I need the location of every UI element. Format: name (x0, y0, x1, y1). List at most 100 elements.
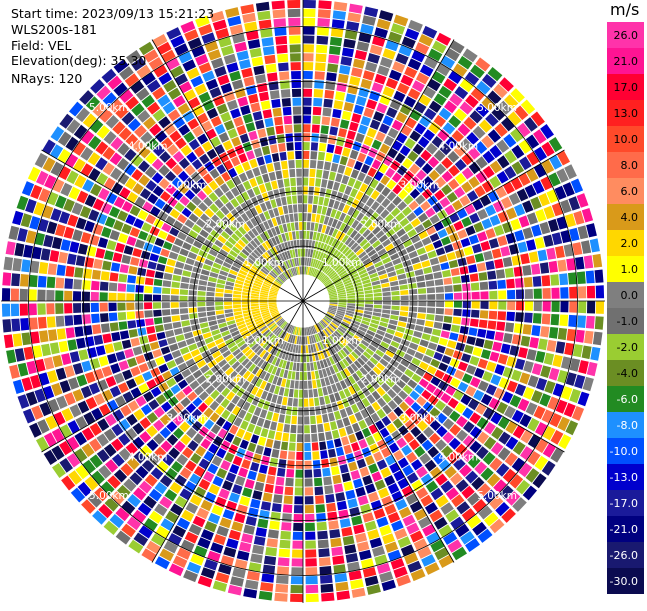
gate-cell (303, 44, 314, 53)
gate-cell (423, 108, 437, 121)
gate-cell (319, 134, 328, 143)
gate-cell (234, 164, 244, 175)
gate-cell (448, 259, 459, 269)
gate-cell (91, 269, 101, 280)
gate-cell (65, 153, 79, 168)
gate-cell (393, 395, 403, 406)
gate-cell (316, 415, 323, 424)
gate-cell (224, 305, 233, 310)
gate-cell (115, 351, 126, 362)
gate-cell (250, 434, 260, 444)
gate-cell (292, 97, 302, 106)
gate-cell (253, 425, 262, 436)
gate-cell (118, 360, 129, 371)
gate-cell (222, 140, 233, 151)
gate-cell (564, 213, 576, 228)
gate-cell (158, 178, 170, 190)
gate-cell (278, 414, 285, 423)
gate-cell (332, 181, 340, 191)
gate-cell (111, 331, 121, 342)
gate-cell (145, 214, 157, 225)
gate-cell (407, 58, 422, 71)
gate-cell (310, 326, 314, 335)
gate-cell (297, 195, 303, 204)
gate-cell (136, 319, 146, 328)
gate-cell (220, 231, 230, 240)
gate-cell (335, 220, 343, 230)
gate-cell (88, 168, 101, 182)
gate-cell (263, 221, 270, 230)
gate-cell (592, 253, 603, 268)
gate-cell (390, 207, 401, 217)
gate-cell (220, 111, 232, 123)
gate-cell (247, 39, 261, 49)
gate-cell (399, 233, 410, 243)
gate-cell (312, 451, 320, 460)
gate-cell (298, 257, 301, 266)
gate-cell (489, 214, 501, 226)
gate-cell (321, 276, 329, 283)
gate-cell (382, 224, 392, 234)
gate-cell (202, 99, 215, 112)
gate-cell (497, 235, 508, 247)
gate-cell (429, 419, 441, 431)
gate-cell (359, 272, 369, 279)
gate-cell (544, 380, 556, 394)
gate-cell (31, 246, 42, 260)
gate-cell (221, 244, 231, 253)
gate-cell (434, 314, 444, 322)
gate-cell (271, 285, 280, 291)
gate-cell (471, 301, 480, 309)
gate-cell (442, 122, 456, 135)
gate-cell (206, 107, 219, 119)
gate-cell (211, 244, 221, 253)
gate-cell (196, 190, 207, 201)
gate-cell (36, 170, 49, 186)
gate-cell (528, 251, 539, 263)
gate-cell (173, 116, 186, 129)
gate-cell (344, 29, 358, 40)
gate-cell (113, 372, 125, 384)
gate-cell (492, 200, 505, 213)
gate-cell (331, 228, 339, 238)
gate-cell (141, 343, 151, 353)
gate-cell (363, 175, 373, 185)
gate-cell (350, 169, 360, 179)
gate-cell (445, 47, 460, 62)
gate-cell (351, 403, 360, 414)
gate-cell (277, 319, 285, 326)
gate-cell (287, 451, 296, 460)
gate-cell (80, 385, 92, 399)
gate-cell (383, 135, 395, 147)
gate-cell (342, 277, 351, 283)
gate-cell (215, 297, 224, 301)
gate-cell (181, 276, 190, 283)
gate-cell (385, 77, 399, 90)
gate-cell (455, 249, 465, 259)
gate-cell (294, 133, 302, 142)
gate-cell (290, 326, 295, 334)
gate-cell (153, 64, 168, 78)
gate-cell (93, 393, 106, 406)
gate-cell (435, 176, 447, 188)
ppi-gates (1, 0, 605, 603)
gate-cell (453, 301, 462, 308)
gate-cell (367, 249, 377, 257)
gate-cell (466, 336, 476, 346)
gate-cell (89, 438, 102, 452)
gate-cell (347, 206, 355, 216)
gate-cell (237, 273, 246, 279)
gate-cell (274, 116, 283, 126)
gate-cell (289, 249, 294, 259)
gate-cell (315, 214, 321, 223)
gate-cell (224, 301, 232, 306)
gate-cell (64, 365, 75, 378)
gate-cell (238, 367, 248, 377)
gate-cell (162, 280, 172, 288)
gate-cell (379, 273, 388, 280)
gate-cell (141, 94, 155, 108)
gate-cell (329, 36, 343, 47)
gate-cell (249, 47, 262, 58)
gate-cell (404, 66, 418, 79)
